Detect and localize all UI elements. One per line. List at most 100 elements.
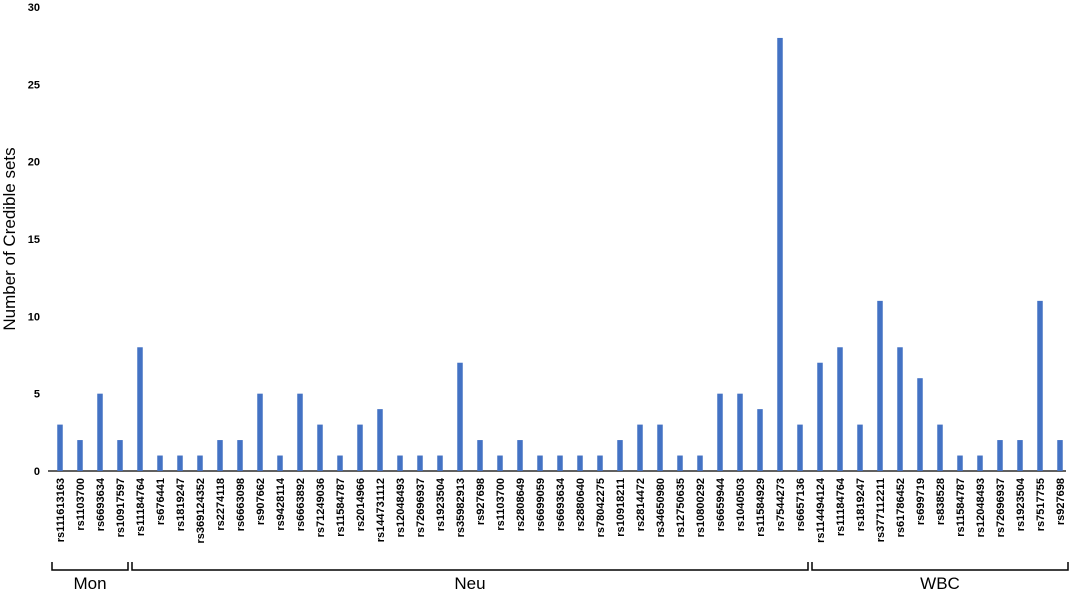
bar — [197, 455, 203, 471]
x-tick-label: rs11584929 — [755, 478, 767, 537]
bar — [717, 393, 723, 471]
bar — [937, 424, 943, 471]
x-tick-label: rs699719 — [915, 478, 927, 525]
bar — [577, 455, 583, 471]
group-label: Neu — [454, 574, 485, 593]
y-tick-label: 30 — [28, 2, 40, 14]
x-axis-ticks: rs111613163 rs1103700 rs6693634 rs10917597 r… — [55, 477, 1067, 543]
x-tick-label: rs12048493 — [975, 478, 987, 537]
x-tick-label: rs111613163 — [55, 478, 67, 542]
bar — [777, 37, 783, 471]
x-tick-label: rs35982913 — [455, 478, 467, 537]
y-tick-label: 10 — [28, 311, 40, 323]
bar — [977, 455, 983, 471]
bar — [657, 424, 663, 471]
bar — [217, 440, 223, 471]
x-tick-label: rs6663892 — [295, 478, 307, 531]
x-tick-label: rs6659944 — [715, 477, 727, 531]
bar — [1017, 440, 1023, 471]
bar — [497, 455, 503, 471]
bar — [137, 347, 143, 471]
bar — [557, 455, 563, 471]
x-tick-label: rs114494124 — [815, 477, 827, 543]
bar — [1057, 440, 1063, 471]
bar — [917, 378, 923, 471]
bar — [637, 424, 643, 471]
x-tick-label: rs838528 — [935, 478, 947, 525]
group-bracket — [131, 562, 809, 571]
x-tick-label: rs12750635 — [675, 478, 687, 537]
bar — [597, 455, 603, 471]
y-axis-label: Number of Credible sets — [0, 147, 19, 330]
bar — [697, 455, 703, 471]
bar — [157, 455, 163, 471]
bar — [297, 393, 303, 471]
x-tick-label: rs1923504 — [435, 477, 447, 531]
x-tick-label: rs144731112 — [375, 478, 387, 542]
x-tick-label: rs2274118 — [215, 478, 227, 531]
y-tick-label: 15 — [28, 234, 40, 246]
bar — [57, 424, 63, 471]
x-tick-label: rs6657136 — [795, 478, 807, 531]
bar — [177, 455, 183, 471]
group-label: WBC — [920, 574, 960, 593]
x-tick-label: rs2808649 — [515, 478, 527, 531]
bar — [897, 347, 903, 471]
x-tick-label: rs1103700 — [495, 478, 507, 531]
bar — [757, 409, 763, 471]
bar — [417, 455, 423, 471]
x-tick-label: rs2880640 — [575, 478, 587, 531]
x-tick-label: rs72696937 — [995, 478, 1007, 537]
x-tick-label: rs2814472 — [635, 478, 647, 531]
x-tick-label: rs11584787 — [335, 478, 347, 537]
bar — [857, 424, 863, 471]
x-tick-label: rs907662 — [255, 478, 267, 525]
bar — [677, 455, 683, 471]
bar — [357, 424, 363, 471]
x-tick-label: rs377112211 — [875, 478, 887, 542]
x-tick-label: rs10800292 — [695, 478, 707, 537]
x-tick-label: rs6693634 — [555, 477, 567, 531]
bar — [277, 455, 283, 471]
x-tick-label: rs1103700 — [75, 478, 87, 531]
bar — [837, 347, 843, 471]
x-tick-label: rs7544273 — [775, 478, 787, 531]
bar — [997, 440, 1003, 471]
x-tick-label: rs1819247 — [175, 478, 187, 531]
bar — [97, 393, 103, 471]
x-tick-label: rs61786452 — [895, 478, 907, 537]
bars — [57, 37, 1063, 471]
x-tick-label: rs10918211 — [615, 478, 627, 537]
x-tick-label: rs676441 — [155, 478, 167, 525]
y-tick-label: 20 — [28, 157, 40, 169]
y-tick-label: 5 — [34, 389, 40, 401]
bar — [1037, 300, 1043, 471]
x-tick-label: rs6699059 — [535, 478, 547, 531]
bar — [817, 362, 823, 471]
bar — [617, 440, 623, 471]
x-tick-label: rs9428114 — [275, 477, 287, 530]
bar — [457, 362, 463, 471]
x-tick-label: rs1040503 — [735, 478, 747, 531]
x-tick-label: rs78042275 — [595, 478, 607, 537]
x-tick-label: rs6663098 — [235, 478, 247, 531]
bar — [317, 424, 323, 471]
x-tick-label: rs11584787 — [955, 478, 967, 537]
bar — [257, 393, 263, 471]
x-tick-label: rs72696937 — [415, 478, 427, 537]
x-tick-label: rs7517755 — [1035, 478, 1047, 531]
x-tick-label: rs927698 — [475, 478, 487, 525]
group-bracket — [51, 562, 129, 571]
x-tick-label: rs12048493 — [395, 478, 407, 537]
x-tick-label: rs1819247 — [855, 478, 867, 531]
x-tick-label: rs34650980 — [655, 478, 667, 537]
y-tick-label: 0 — [34, 466, 40, 478]
x-tick-label: rs927698 — [1055, 478, 1067, 525]
bar — [437, 455, 443, 471]
bar — [337, 455, 343, 471]
group-label: Mon — [73, 574, 106, 593]
bar — [237, 440, 243, 471]
bar — [517, 440, 523, 471]
